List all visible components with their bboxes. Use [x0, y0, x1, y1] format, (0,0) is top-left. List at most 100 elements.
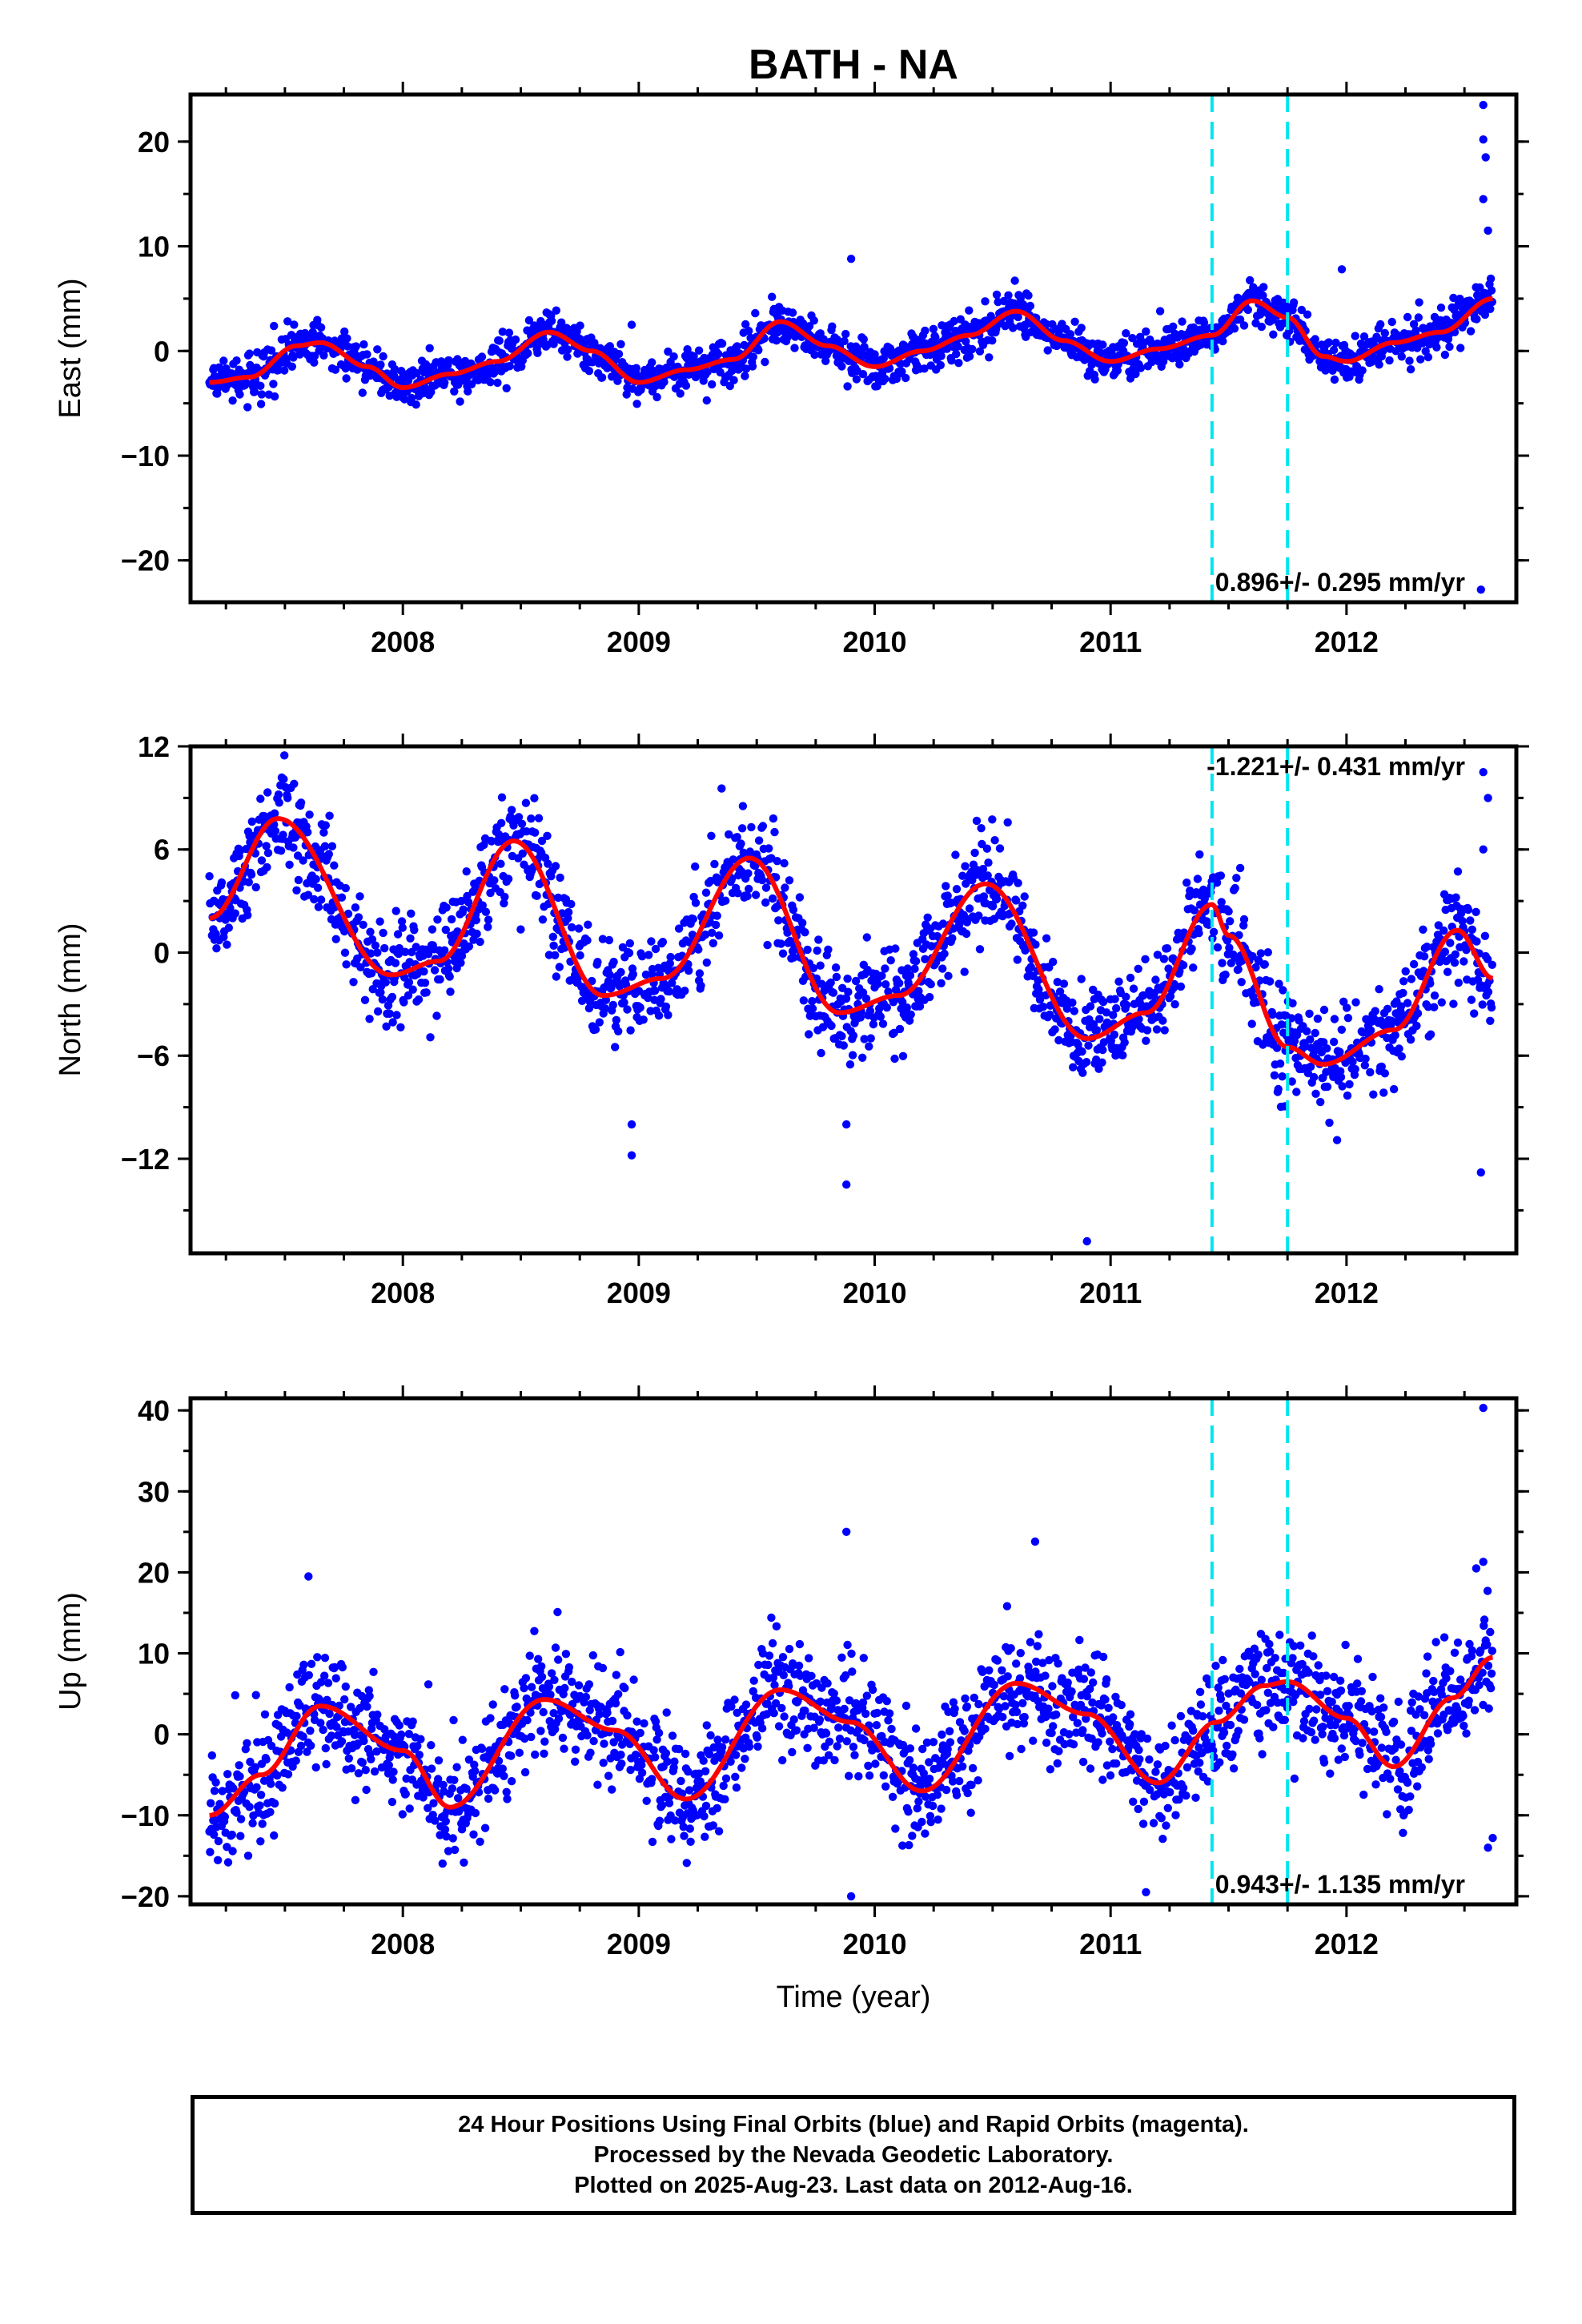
- data-point: [862, 933, 872, 942]
- data-point: [589, 1736, 598, 1746]
- data-point: [343, 909, 353, 919]
- data-point: [694, 346, 704, 355]
- data-point: [737, 1763, 746, 1772]
- data-point: [236, 1831, 245, 1840]
- data-point: [761, 883, 771, 892]
- data-point: [412, 400, 420, 409]
- data-point: [232, 1808, 241, 1817]
- data-point: [604, 935, 614, 945]
- data-point: [841, 994, 851, 1003]
- data-point: [777, 1703, 786, 1713]
- data-point: [1466, 327, 1476, 336]
- data-point: [914, 987, 923, 995]
- data-point: [939, 1759, 949, 1768]
- data-point: [274, 790, 283, 799]
- x-tick-label: 2012: [1315, 625, 1379, 658]
- data-point: [629, 1675, 638, 1684]
- data-point: [901, 1701, 911, 1711]
- data-point: [1361, 1054, 1370, 1063]
- data-point: [958, 1762, 967, 1771]
- data-point: [937, 1804, 946, 1813]
- data-point: [564, 1663, 574, 1672]
- data-point: [1195, 929, 1203, 938]
- data-point: [251, 1691, 260, 1699]
- data-point: [593, 958, 602, 967]
- data-point: [860, 1035, 869, 1043]
- data-point: [243, 911, 252, 920]
- data-point: [273, 1771, 282, 1780]
- data-point: [1020, 892, 1029, 901]
- data-point: [389, 1767, 398, 1776]
- data-point: [922, 1738, 932, 1747]
- data-point: [564, 914, 572, 923]
- data-point-outlier: [1484, 226, 1492, 235]
- data-point: [757, 1724, 767, 1733]
- data-point: [770, 1680, 779, 1690]
- data-point: [257, 856, 267, 865]
- data-point: [447, 915, 456, 924]
- data-point: [433, 915, 442, 924]
- data-point: [294, 1747, 303, 1756]
- data-point: [651, 986, 660, 995]
- data-point: [858, 988, 868, 997]
- data-point: [342, 960, 351, 969]
- data-point: [523, 1715, 532, 1725]
- data-point: [683, 345, 692, 354]
- data-point: [721, 1795, 729, 1803]
- data-point: [612, 1015, 620, 1025]
- data-point: [397, 1730, 406, 1739]
- data-point: [767, 1613, 776, 1622]
- data-point: [294, 875, 303, 885]
- data-point: [1257, 322, 1267, 332]
- data-point: [881, 964, 889, 973]
- data-point: [373, 948, 382, 957]
- data-point: [354, 913, 363, 922]
- data-point: [367, 949, 375, 958]
- data-point: [283, 317, 292, 326]
- data-point: [721, 1774, 731, 1783]
- data-point: [816, 1697, 825, 1706]
- data-point: [733, 889, 742, 898]
- data-point: [821, 1729, 831, 1738]
- data-point: [332, 1723, 341, 1731]
- data-point: [1336, 1072, 1346, 1082]
- data-point: [658, 938, 668, 947]
- data-point: [669, 1763, 678, 1772]
- data-point: [490, 876, 499, 885]
- data-point: [866, 1034, 875, 1043]
- data-point: [1026, 301, 1035, 311]
- data-point: [601, 995, 611, 1005]
- data-point: [651, 944, 661, 954]
- data-point: [824, 945, 833, 955]
- data-point-outlier: [1479, 768, 1488, 777]
- data-point: [1012, 896, 1021, 905]
- data-point: [889, 1028, 898, 1038]
- data-point: [647, 937, 656, 946]
- data-point: [395, 1721, 404, 1730]
- data-point: [531, 828, 540, 837]
- data-point: [1380, 1069, 1390, 1078]
- data-point: [444, 964, 453, 973]
- data-point: [925, 1758, 934, 1767]
- data-point: [462, 1784, 471, 1793]
- data-point: [809, 963, 818, 973]
- data-point: [422, 988, 431, 997]
- data-point: [934, 1815, 942, 1824]
- data-point: [1098, 997, 1108, 1007]
- data-point: [821, 356, 830, 365]
- data-point: [816, 961, 825, 970]
- data-point: [414, 995, 424, 1004]
- data-point: [392, 1011, 401, 1019]
- data-point: [1216, 871, 1226, 880]
- data-point: [608, 1716, 617, 1726]
- data-point: [955, 1776, 964, 1786]
- data-point: [1213, 943, 1223, 952]
- data-point: [974, 911, 983, 920]
- data-point: [814, 935, 823, 944]
- data-point: [1311, 1089, 1320, 1099]
- data-point: [207, 1751, 216, 1760]
- data-point: [852, 375, 861, 384]
- data-point: [628, 970, 637, 979]
- data-point: [303, 828, 312, 837]
- data-point: [648, 1837, 657, 1847]
